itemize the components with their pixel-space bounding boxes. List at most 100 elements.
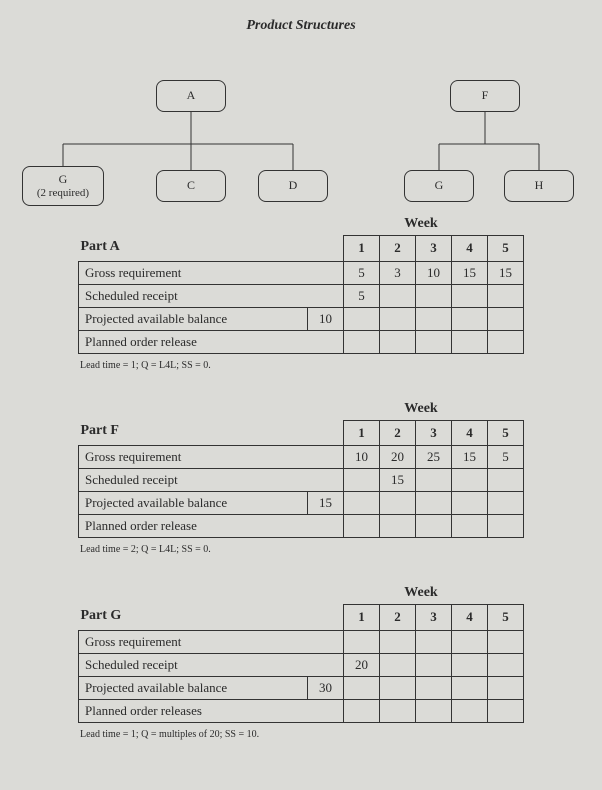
week-cell	[380, 330, 416, 353]
week-cell	[344, 492, 380, 515]
week-cell: 10	[416, 261, 452, 284]
week-cell	[344, 630, 380, 653]
part-title: Part F	[79, 420, 344, 446]
week-cell	[488, 284, 524, 307]
mrp-table: Part F12345Gross requirement102025155Sch…	[78, 420, 524, 539]
week-cell	[416, 284, 452, 307]
week-cell	[380, 492, 416, 515]
week-cell	[488, 676, 524, 699]
table-footnote: Lead time = 1; Q = multiples of 20; SS =…	[78, 729, 524, 740]
row-label: Gross requirement	[79, 630, 344, 653]
week-cell: 15	[488, 261, 524, 284]
week-number-header: 2	[380, 236, 416, 262]
table-row: Planned order release	[79, 330, 524, 353]
week-header-label: Week	[318, 216, 524, 232]
week-cell	[452, 699, 488, 722]
week-cell	[416, 699, 452, 722]
row-label: Planned order release	[79, 515, 344, 538]
mrp-table: Part A12345Gross requirement53101515Sche…	[78, 235, 524, 354]
week-cell	[380, 676, 416, 699]
tree-node-label: A	[187, 89, 196, 102]
part-title: Part G	[79, 605, 344, 631]
week-number-header: 4	[452, 420, 488, 446]
week-cell	[344, 676, 380, 699]
tree-node-C: C	[156, 170, 226, 202]
table-row: Planned order releases	[79, 699, 524, 722]
week-number-header: 1	[344, 420, 380, 446]
week-cell	[416, 653, 452, 676]
week-cell	[488, 630, 524, 653]
week-header-label: Week	[318, 585, 524, 601]
week-cell: 20	[380, 446, 416, 469]
week-number-header: 3	[416, 420, 452, 446]
week-cell	[344, 307, 380, 330]
row-label: Projected available balance	[79, 492, 308, 515]
week-cell	[416, 515, 452, 538]
part-title: Part A	[79, 236, 344, 262]
week-cell: 3	[380, 261, 416, 284]
mrp-section: WeekPart A12345Gross requirement53101515…	[78, 216, 524, 371]
mrp-section: WeekPart G12345Gross requirementSchedule…	[78, 585, 524, 740]
week-cell	[416, 630, 452, 653]
week-cell	[380, 699, 416, 722]
mrp-section: Week Part F12345Gross requirement10202515…	[78, 401, 524, 556]
week-cell	[416, 307, 452, 330]
week-cell	[488, 469, 524, 492]
week-number-header: 5	[488, 420, 524, 446]
table-row: Scheduled receipt5	[79, 284, 524, 307]
mrp-tables: WeekPart A12345Gross requirement53101515…	[0, 188, 602, 740]
week-cell	[344, 469, 380, 492]
week-header-label: Week	[318, 401, 524, 417]
table-row: Projected available balance30	[79, 676, 524, 699]
tree-node-label: G	[59, 173, 68, 186]
week-cell	[380, 515, 416, 538]
week-cell	[452, 653, 488, 676]
week-cell	[416, 330, 452, 353]
tree-node-label: H	[535, 179, 544, 192]
week-cell	[488, 307, 524, 330]
week-cell	[488, 515, 524, 538]
week-cell	[416, 492, 452, 515]
tree-node-D: D	[258, 170, 328, 202]
week-cell	[344, 515, 380, 538]
week-number-header: 1	[344, 236, 380, 262]
week-number-header: 5	[488, 236, 524, 262]
row-label: Planned order releases	[79, 699, 344, 722]
week-cell	[488, 492, 524, 515]
table-row: Scheduled receipt20	[79, 653, 524, 676]
table-row: Planned order release	[79, 515, 524, 538]
table-footnote: Lead time = 2; Q = L4L; SS = 0.	[78, 544, 524, 555]
table-row: Projected available balance15	[79, 492, 524, 515]
table-row: Gross requirement102025155	[79, 446, 524, 469]
week-cell	[452, 630, 488, 653]
week-cell	[452, 515, 488, 538]
week-cell	[380, 653, 416, 676]
opening-balance-cell: 30	[308, 676, 344, 699]
week-cell: 10	[344, 446, 380, 469]
product-structure-diagram: AG(2 required)CDFGH	[0, 48, 602, 188]
week-number-header: 2	[380, 420, 416, 446]
week-cell	[452, 284, 488, 307]
tree-node-sublabel: (2 required)	[37, 187, 89, 199]
page-title: Product Structures	[0, 18, 602, 34]
tree-node-label: C	[187, 179, 195, 192]
table-row: Gross requirement53101515	[79, 261, 524, 284]
week-cell: 5	[344, 284, 380, 307]
table-row: Gross requirement	[79, 630, 524, 653]
week-cell: 20	[344, 653, 380, 676]
week-cell: 25	[416, 446, 452, 469]
tree-node-F: F	[450, 80, 520, 112]
row-label: Projected available balance	[79, 307, 308, 330]
row-label: Planned order release	[79, 330, 344, 353]
tree-node-A: A	[156, 80, 226, 112]
table-row: Scheduled receipt15	[79, 469, 524, 492]
week-number-header: 4	[452, 605, 488, 631]
tree-node-label: D	[289, 179, 298, 192]
week-cell	[488, 653, 524, 676]
week-cell	[380, 630, 416, 653]
week-cell	[344, 330, 380, 353]
row-label: Scheduled receipt	[79, 284, 344, 307]
week-cell: 5	[344, 261, 380, 284]
page: Product Structures AG(2 required)CDFGH W…	[0, 0, 602, 790]
row-label: Projected available balance	[79, 676, 308, 699]
